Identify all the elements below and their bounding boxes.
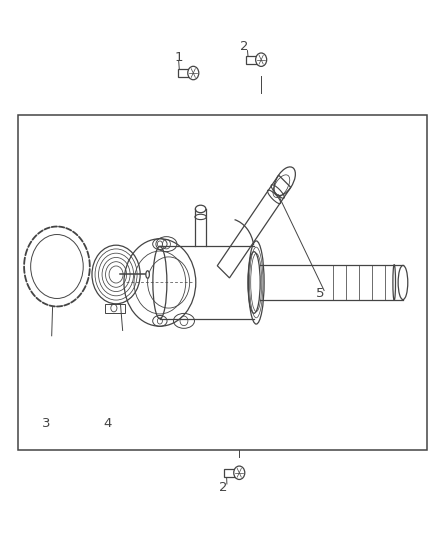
Bar xyxy=(18,115,427,450)
Bar xyxy=(178,69,193,77)
Text: 2: 2 xyxy=(219,481,228,494)
Text: 5: 5 xyxy=(315,287,324,300)
Bar xyxy=(224,469,239,477)
Ellipse shape xyxy=(146,271,149,278)
Text: 3: 3 xyxy=(42,417,50,430)
Circle shape xyxy=(234,466,245,480)
Bar xyxy=(246,55,261,63)
Text: 2: 2 xyxy=(240,40,248,53)
Circle shape xyxy=(188,66,199,80)
Circle shape xyxy=(256,53,267,67)
Text: 4: 4 xyxy=(103,417,112,430)
Text: 1: 1 xyxy=(174,51,183,63)
